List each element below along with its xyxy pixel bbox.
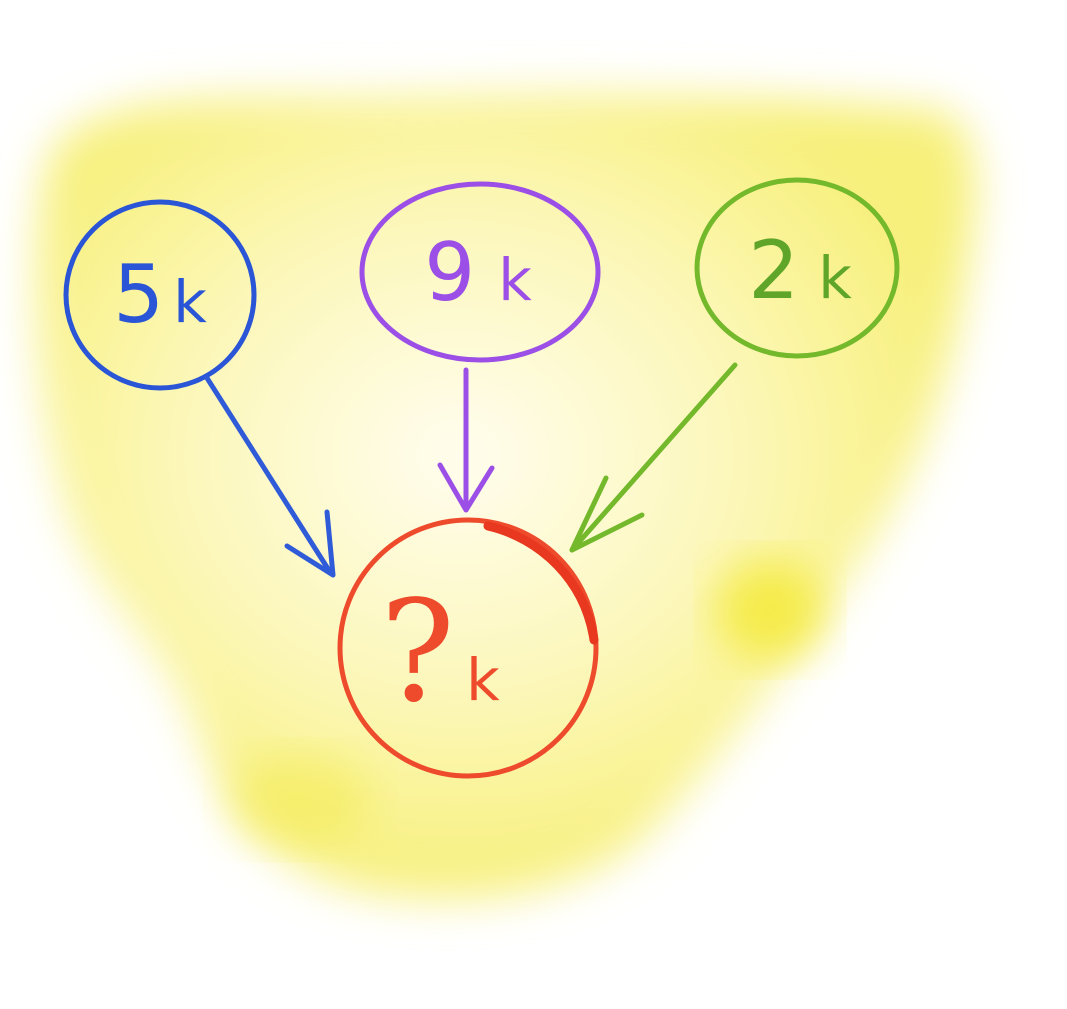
- node-result-circle: [337, 517, 599, 779]
- node-2k-circle: [694, 177, 900, 359]
- svg-text:2 k: 2 k: [748, 224, 852, 317]
- node-5k-unit: k: [173, 268, 207, 336]
- node-2k-number: 2: [748, 224, 799, 317]
- arrow-2k-to-result: [569, 362, 738, 553]
- node-5k-number: 5: [113, 248, 164, 341]
- node-5k: 5 k: [63, 199, 257, 391]
- node-9k: 9 k: [359, 181, 601, 363]
- arrow-5k-to-result: [204, 375, 336, 578]
- background-wash: [36, 93, 976, 899]
- node-9k-unit: k: [498, 246, 532, 314]
- node-9k-number: 9: [424, 226, 475, 319]
- node-2k-unit: k: [818, 244, 852, 312]
- svg-text:5 k: 5 k: [113, 248, 207, 341]
- node-5k-circle: [63, 199, 257, 391]
- node-result: ? k: [337, 517, 599, 779]
- node-9k-circle: [359, 181, 601, 363]
- svg-text:? k: ? k: [380, 571, 500, 734]
- svg-text:9 k: 9 k: [424, 226, 532, 319]
- arrow-9k-to-result: [437, 367, 495, 513]
- node-result-number: ?: [380, 571, 455, 734]
- node-result-unit: k: [466, 646, 500, 714]
- node-2k: 2 k: [694, 177, 900, 359]
